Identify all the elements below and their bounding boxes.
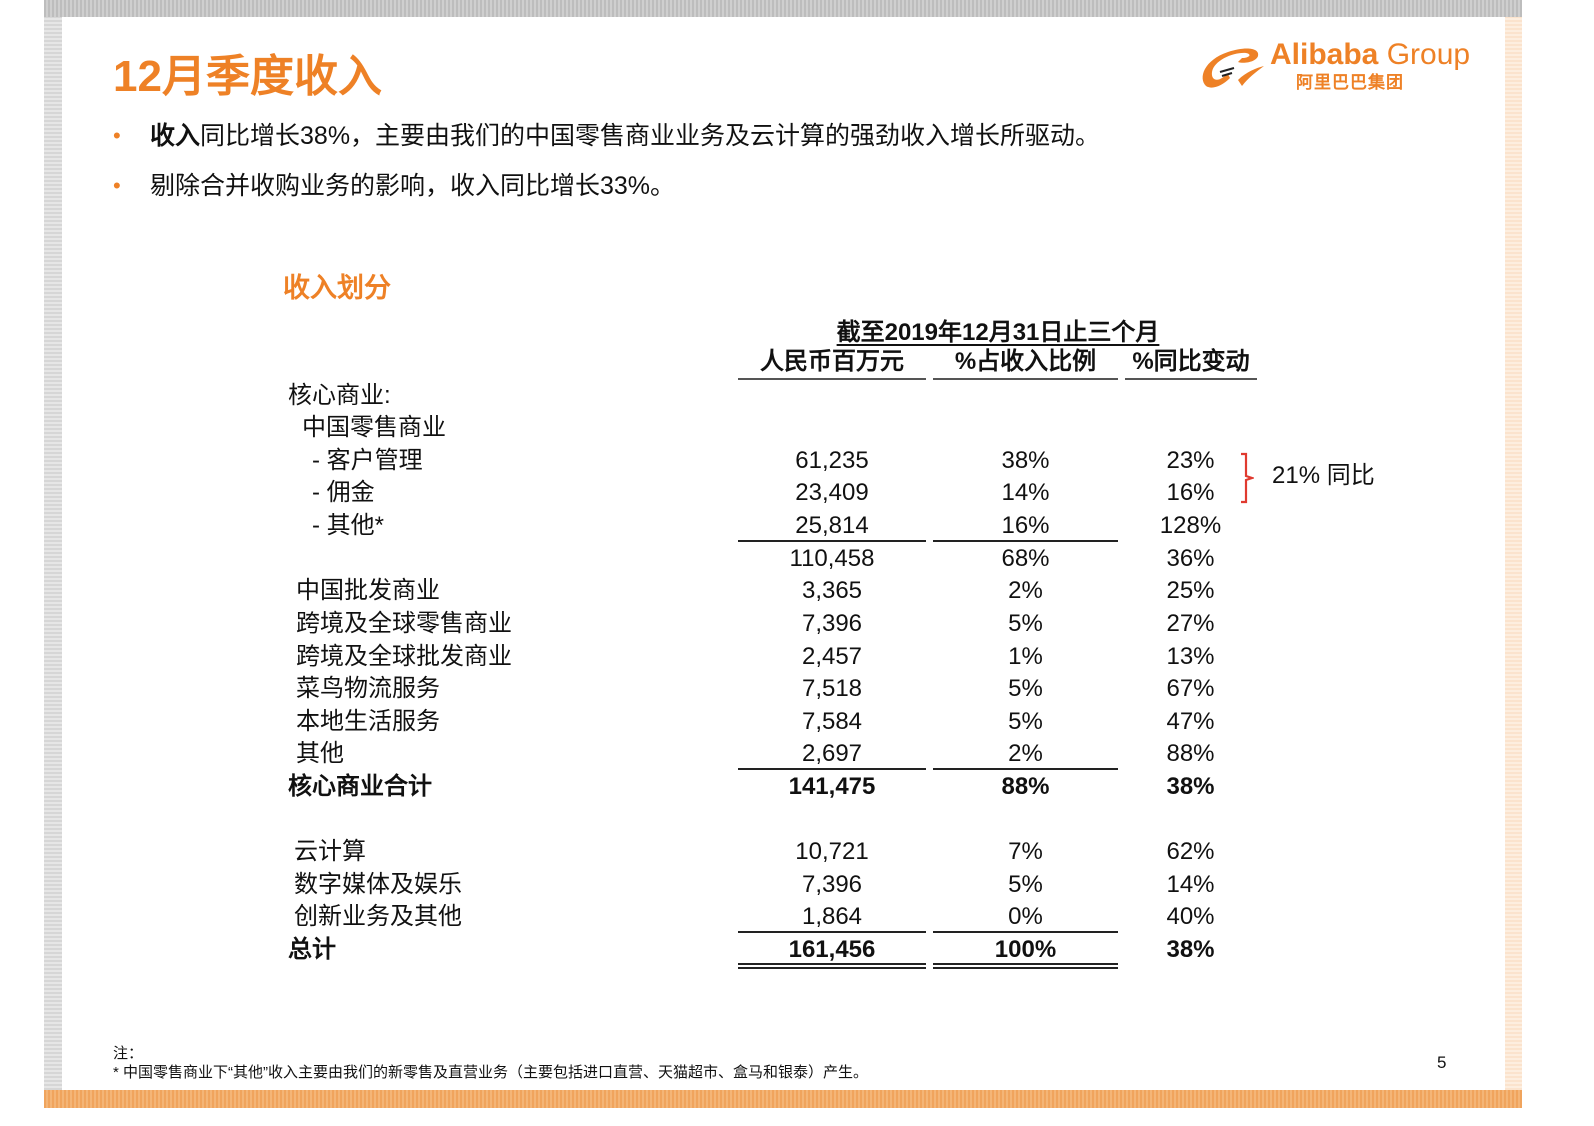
footnote-text: * 中国零售商业下“其他”收入主要由我们的新零售及直营业务（主要包括进口直营、天… <box>113 1064 869 1081</box>
left-band <box>44 17 62 1090</box>
subtotal-rule <box>738 540 926 542</box>
table-row: - 佣金 23,409 14% 16% <box>312 479 1215 506</box>
bullet-item: • 收入同比增长38%，主要由我们的中国零售商业业务及云计算的强劲收入增长所驱动… <box>113 117 1100 167</box>
bullet-item: • 剔除合并收购业务的影响，收入同比增长33%。 <box>113 167 1100 217</box>
slide <box>44 0 1522 1108</box>
double-rule-top <box>738 963 926 965</box>
table-row-china-retail-heading: 中国零售商业 <box>302 414 446 441</box>
subtotal-rule <box>933 768 1118 770</box>
column-header-rmb: 人民币百万元 <box>738 346 926 380</box>
page-number: 5 <box>1437 1053 1447 1072</box>
red-brace-icon <box>1241 452 1254 504</box>
table-period-header: 截至2019年12月31日止三个月 <box>836 319 1160 346</box>
table-row: 本地生活服务 7,584 5% 47% <box>296 708 1215 735</box>
table-row: 其他 2,697 2% 88% <box>296 740 1215 767</box>
total-rule <box>933 931 1118 933</box>
logo-text-alibaba: Alibaba <box>1270 38 1379 71</box>
page-margin <box>1522 0 1594 1126</box>
table-row: 中国批发商业 3,365 2% 25% <box>296 577 1215 604</box>
slide-title: 12月季度收入 <box>113 52 382 101</box>
table-row-grand-total: 总计 161,456 100% 38% <box>288 936 1215 963</box>
table-row: 跨境及全球批发商业 2,457 1% 13% <box>296 643 1215 670</box>
double-rule-bottom <box>738 967 926 969</box>
table-row-core-commerce-heading: 核心商业: <box>288 382 391 409</box>
subtotal-rule <box>933 540 1118 542</box>
double-rule-bottom <box>933 967 1118 969</box>
right-band <box>1505 17 1522 1090</box>
bullet-dot-icon: • <box>113 173 121 198</box>
alibaba-group-logo: Alibaba Group 阿里巴巴集团 <box>1198 38 1483 94</box>
table-row: 跨境及全球零售商业 7,396 5% 27% <box>296 610 1215 637</box>
bottom-band <box>44 1090 1522 1108</box>
table-row: 云计算 10,721 7% 62% <box>294 838 1215 865</box>
footnote-heading: 注： <box>113 1045 144 1062</box>
logo-text-group: Group <box>1378 38 1471 71</box>
table-row: - 客户管理 61,235 38% 23% <box>312 447 1215 474</box>
column-header-share: %占收入比例 <box>933 346 1118 380</box>
column-header-yoy: %同比变动 <box>1125 346 1257 380</box>
logo-text-cn: 阿里巴巴集团 <box>1296 73 1404 92</box>
footnote: 注： * 中国零售商业下“其他”收入主要由我们的新零售及直营业务（主要包括进口直… <box>113 1044 868 1082</box>
total-rule <box>738 931 926 933</box>
table-row-china-retail-subtotal: 110,458 68% 36% <box>789 545 1215 572</box>
table-row: 菜鸟物流服务 7,518 5% 67% <box>296 675 1215 702</box>
alibaba-swoosh-icon <box>1202 48 1264 88</box>
section-title: 收入划分 <box>283 273 391 303</box>
table-row-core-commerce-total: 核心商业合计 141,475 88% 38% <box>288 773 1215 800</box>
top-band <box>44 0 1522 17</box>
table-row: 创新业务及其他 1,864 0% 40% <box>294 903 1215 930</box>
table-row: 数字媒体及娱乐 7,396 5% 14% <box>294 871 1215 898</box>
bullet-dot-icon: • <box>113 123 121 148</box>
subtotal-rule <box>738 768 926 770</box>
table-row: - 其他* 25,814 16% 128% <box>312 512 1222 539</box>
double-rule-top <box>933 963 1118 965</box>
brace-annotation: 21% 同比 <box>1272 462 1375 489</box>
bullet-list: • 收入同比增长38%，主要由我们的中国零售商业业务及云计算的强劲收入增长所驱动… <box>113 117 1100 217</box>
